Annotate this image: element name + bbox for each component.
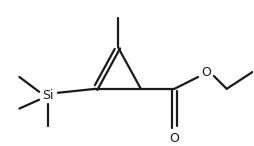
- Text: Si: Si: [42, 89, 54, 102]
- Text: O: O: [200, 66, 210, 79]
- Text: O: O: [169, 132, 179, 145]
